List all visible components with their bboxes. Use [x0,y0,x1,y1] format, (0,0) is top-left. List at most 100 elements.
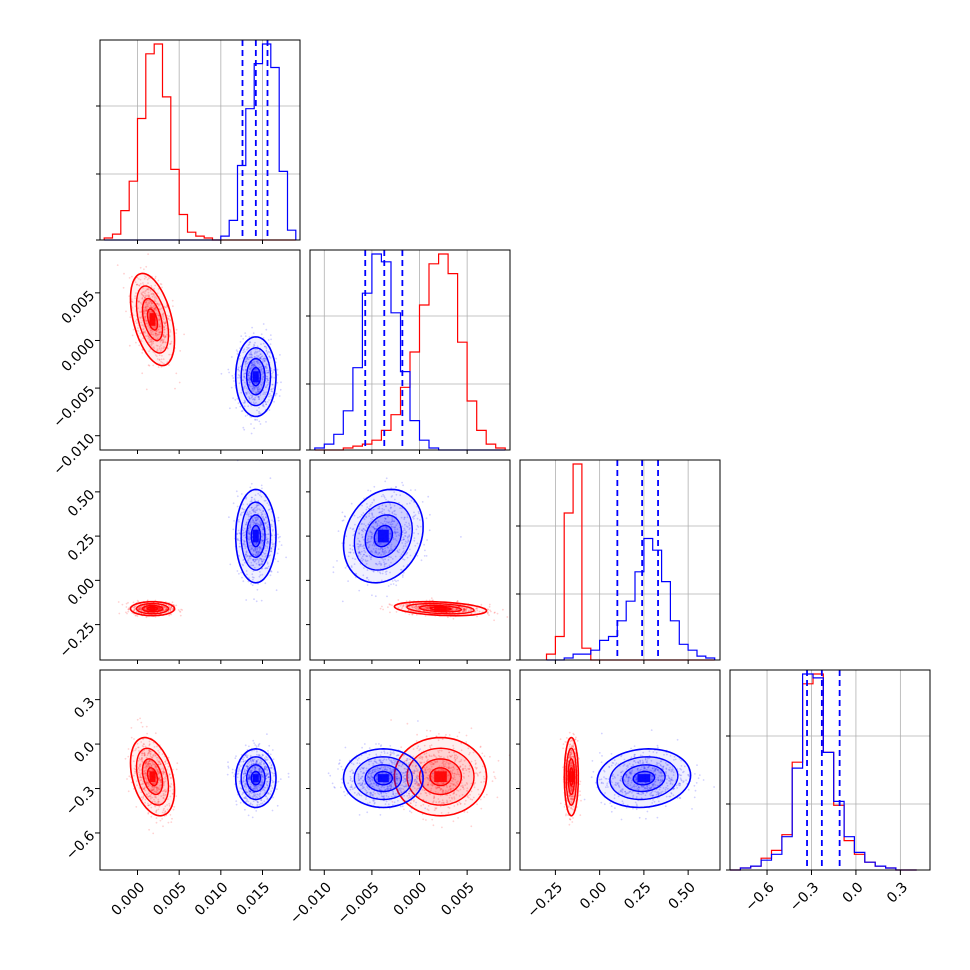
scatter-point [244,385,246,388]
scatter-point [252,762,255,765]
scatter-point [238,572,240,575]
scatter-point [237,539,240,542]
scatter-point [464,609,467,612]
scatter-point [247,378,250,380]
scatter-point [402,545,405,547]
scatter-point [260,511,263,514]
scatter-point [183,333,186,336]
scatter-point [145,308,148,311]
scatter-point [143,786,146,789]
scatter-point [265,375,268,378]
scatter-point [158,303,161,306]
scatter-point [160,339,163,342]
scatter-point [260,781,263,784]
scatter-point [148,759,151,762]
scatter-point [162,606,165,609]
scatter-point [255,351,258,354]
scatter-point [260,343,262,346]
scatter-point [245,551,248,554]
scatter-point [138,606,141,609]
scatter-point [255,381,258,384]
scatter-point [251,576,254,579]
scatter-point [366,541,369,544]
scatter-point [250,361,253,364]
scatter-point [163,341,165,344]
scatter-point [247,529,250,532]
scatter-point [244,795,247,798]
scatter-point [388,564,391,567]
scatter-point [256,419,259,421]
scatter-point [247,777,250,780]
scatter-point [253,742,256,744]
scatter-point [264,401,267,404]
scatter-point [270,394,272,397]
scatter-point [142,295,145,298]
scatter-point [250,506,253,509]
scatter-point [248,764,251,767]
scatter-point [253,364,256,367]
scatter-point [387,521,390,524]
scatter-point [460,606,463,609]
scatter-point [160,339,163,342]
scatter-point [256,750,258,753]
scatter-point [139,763,142,766]
scatter-point [253,403,256,405]
scatter-point [266,375,269,378]
scatter-point [249,790,252,793]
scatter-point [423,607,425,609]
scatter-point [149,306,152,309]
scatter-point [265,777,268,780]
scatter-point [372,541,375,544]
scatter-point [263,357,265,360]
scatter-point [166,768,169,771]
scatter-point [258,761,261,764]
scatter-point [451,609,454,611]
scatter-point [243,375,246,378]
scatter-point [265,359,268,361]
scatter-point [134,605,136,608]
scatter-point [425,607,428,610]
scatter-point [146,288,149,291]
scatter-point [150,793,153,796]
scatter-point [144,294,147,297]
scatter-point [372,532,374,535]
scatter-point [350,565,353,567]
scatter-point [237,366,240,369]
scatter-point [248,513,250,515]
scatter-point [270,550,272,553]
scatter-point [143,752,146,755]
scatter-point [254,789,257,791]
scatter-point [250,362,253,365]
scatter-point [249,526,252,528]
scatter-point [265,391,268,394]
scatter-point [243,783,246,785]
scatter-point [127,610,130,613]
scatter-point [248,397,251,400]
scatter-point [148,765,151,768]
scatter-point [366,503,368,505]
scatter-point [237,402,240,405]
scatter-point [387,546,389,549]
scatter-point [152,342,155,345]
scatter-point [145,793,148,795]
scatter-point [140,321,143,324]
scatter-point [269,343,272,346]
scatter-point [263,518,266,520]
scatter-point [254,509,257,512]
scatter-point [148,302,151,305]
scatter-point [254,364,257,367]
scatter-point [357,548,360,550]
scatter-point [276,368,279,371]
scatter-point [267,509,270,511]
scatter-point [254,351,256,354]
scatter-point [382,608,384,611]
scatter-point [147,785,150,788]
scatter-point [409,554,412,557]
scatter-point [455,608,458,610]
scatter-point [138,769,141,772]
scatter-point [155,786,158,788]
scatter-point [265,350,268,353]
scatter-point [139,317,142,320]
scatter-point [425,607,428,609]
scatter-point [421,604,424,606]
